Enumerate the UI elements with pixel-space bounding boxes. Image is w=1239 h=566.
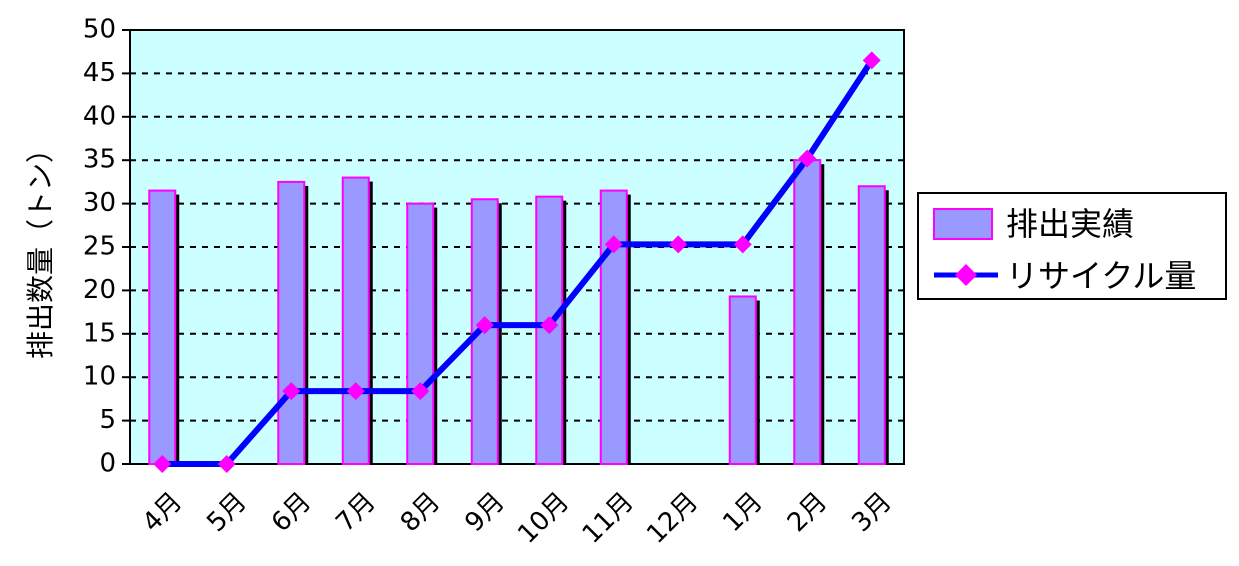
line-marker <box>604 235 623 254</box>
bars-series <box>148 159 889 466</box>
y-tick-label: 40 <box>83 101 116 131</box>
line-marker <box>475 316 494 335</box>
line-marker <box>217 455 236 473</box>
y-tick-label: 25 <box>83 232 116 262</box>
line-marker <box>346 382 365 401</box>
y-tick-label: 50 <box>83 15 116 45</box>
y-axis-ticks: 0 5 10 15 20 25 30 35 40 45 50 <box>83 15 130 479</box>
bar <box>857 185 886 466</box>
line-marker <box>798 149 817 168</box>
x-tick-label: 3月 <box>846 487 897 538</box>
x-tick-label: 8月 <box>395 487 446 538</box>
x-axis-ticks: 4月 5月 6月 7月 8月 9月 10月 11月 12月 1月 2月 3月 <box>137 487 898 550</box>
legend-bar-swatch <box>933 208 993 240</box>
bar <box>148 189 177 466</box>
y-tick-label: 30 <box>83 188 116 218</box>
y-tick-label: 15 <box>83 318 116 348</box>
bar <box>406 202 435 465</box>
line-series <box>153 51 881 473</box>
legend: 排出実績 リサイクル量 <box>917 192 1227 300</box>
y-tick-label: 10 <box>83 362 116 392</box>
bar <box>728 295 757 466</box>
bar <box>341 176 370 465</box>
legend-line-marker <box>955 264 977 286</box>
x-tick-label: 5月 <box>201 487 252 538</box>
x-tick-label: 6月 <box>266 487 317 538</box>
line-marker <box>733 235 752 254</box>
x-tick-label: 1月 <box>717 487 768 538</box>
y-tick-label: 20 <box>83 275 116 305</box>
line-marker <box>669 235 688 254</box>
y-tick-label: 45 <box>83 58 116 88</box>
line-marker <box>282 382 301 401</box>
line-marker <box>862 51 881 70</box>
x-tick-label: 10月 <box>512 487 575 550</box>
bar <box>277 180 306 465</box>
bar <box>599 189 628 466</box>
x-tick-label: 2月 <box>782 487 833 538</box>
y-tick-label: 0 <box>99 449 116 479</box>
y-axis-label: 排出数量（トン） <box>24 135 57 359</box>
line-marker <box>411 382 430 401</box>
y-tick-label: 35 <box>83 145 116 175</box>
gridlines <box>130 72 904 422</box>
x-tick-label: 12月 <box>641 487 704 550</box>
bar <box>793 159 822 465</box>
line-marker <box>540 316 559 335</box>
recycle-line <box>162 58 875 467</box>
x-tick-label: 4月 <box>137 487 188 538</box>
x-tick-label: 11月 <box>577 487 640 550</box>
x-tick-label: 7月 <box>330 487 381 538</box>
legend-line-label: リサイクル量 <box>1006 257 1196 295</box>
x-tick-label: 9月 <box>459 487 510 538</box>
y-tick-label: 5 <box>99 405 116 435</box>
legend-bar-label: 排出実績 <box>1006 205 1134 243</box>
line-marker <box>153 455 172 473</box>
